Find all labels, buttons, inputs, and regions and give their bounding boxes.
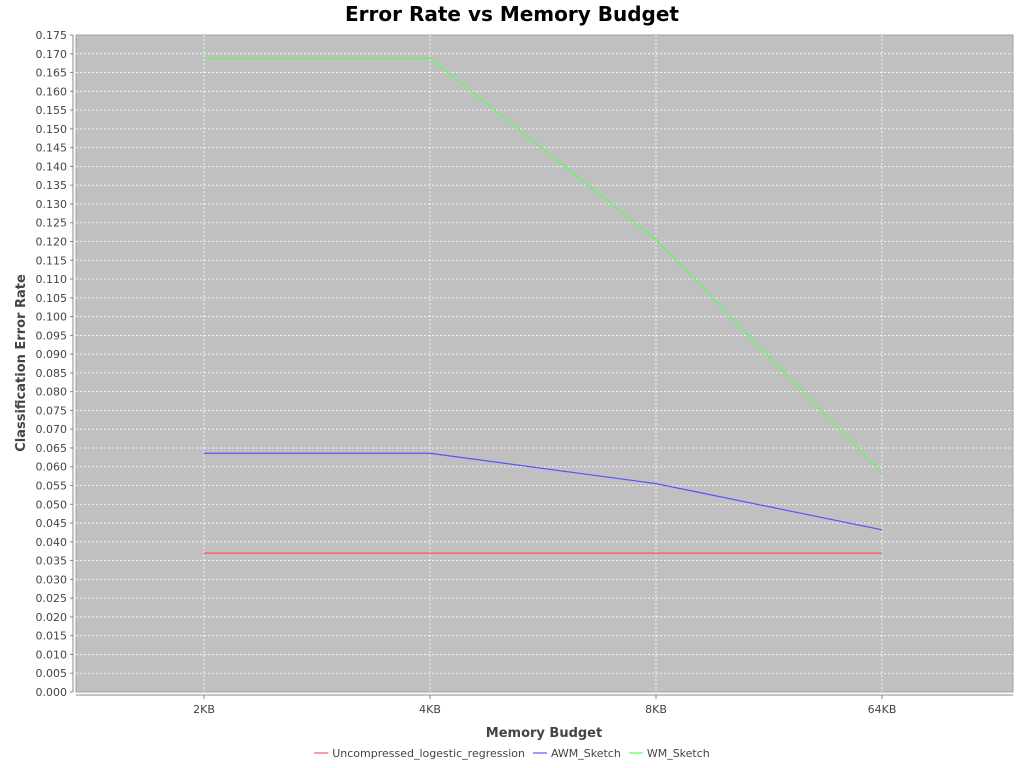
y-tick-label: 0.095 — [36, 329, 68, 342]
y-tick-label: 0.150 — [36, 123, 68, 136]
y-tick-label: 0.020 — [36, 611, 68, 624]
legend: Uncompressed_logestic_regression AWM_Sket… — [314, 747, 710, 760]
y-tick-label: 0.115 — [36, 254, 68, 267]
y-tick-label: 0.040 — [36, 536, 68, 549]
x-tick-label: 4KB — [419, 703, 441, 716]
y-axis: 0.000 0.005 0.010 0.015 0.020 0.025 0.030 0.035… — [36, 29, 74, 699]
y-tick-label: 0.105 — [36, 292, 68, 305]
y-tick-label: 0.135 — [36, 179, 68, 192]
y-tick-label: 0.070 — [36, 423, 68, 436]
y-tick-label: 0.015 — [36, 630, 68, 643]
y-tick-label: 0.060 — [36, 461, 68, 474]
y-tick-label: 0.075 — [36, 404, 68, 417]
chart-title: Error Rate vs Memory Budget — [345, 2, 679, 26]
y-tick-label: 0.120 — [36, 235, 68, 248]
y-tick-label: 0.030 — [36, 573, 68, 586]
y-tick-label: 0.005 — [36, 667, 68, 680]
legend-label: WM_Sketch — [647, 747, 710, 760]
y-tick-label: 0.050 — [36, 498, 68, 511]
y-tick-label: 0.035 — [36, 555, 68, 568]
x-tick-label: 2KB — [193, 703, 215, 716]
x-axis: 2KB 4KB 8KB 64KB — [76, 694, 1013, 716]
series-line-awm-sketch — [204, 452, 883, 531]
x-tick-label: 64KB — [868, 703, 897, 716]
gridlines — [76, 35, 1013, 692]
y-tick-label: 0.145 — [36, 142, 68, 155]
y-tick-label: 0.110 — [36, 273, 68, 286]
y-axis-label: Classification Error Rate — [14, 274, 29, 452]
legend-item: AWM_Sketch — [532, 747, 621, 760]
y-tick-label: 0.100 — [36, 311, 68, 324]
y-tick-label: 0.045 — [36, 517, 68, 530]
y-tick-label: 0.175 — [36, 29, 68, 42]
y-tick-label: 0.170 — [36, 48, 68, 61]
y-tick-label: 0.155 — [36, 104, 68, 117]
y-tick-label: 0.130 — [36, 198, 68, 211]
plot-area — [75, 34, 1014, 693]
y-tick-label: 0.065 — [36, 442, 68, 455]
y-tick-label: 0.000 — [36, 686, 68, 699]
y-tick-label: 0.085 — [36, 367, 68, 380]
legend-label: Uncompressed_logestic_regression — [332, 747, 525, 760]
y-tick-label: 0.125 — [36, 217, 68, 230]
y-tick-label: 0.080 — [36, 386, 68, 399]
y-tick-label: 0.025 — [36, 592, 68, 605]
y-tick-label: 0.055 — [36, 480, 68, 493]
x-tick-label: 8KB — [645, 703, 667, 716]
y-tick-label: 0.140 — [36, 160, 68, 173]
legend-item: WM_Sketch — [628, 747, 710, 760]
y-tick-label: 0.010 — [36, 648, 68, 661]
series-lines — [204, 57, 883, 554]
series-line-wm-sketch — [204, 57, 883, 474]
legend-label: AWM_Sketch — [551, 747, 621, 760]
legend-item: Uncompressed_logestic_regression — [314, 747, 525, 760]
y-tick-label: 0.165 — [36, 67, 68, 80]
y-tick-label: 0.090 — [36, 348, 68, 361]
x-axis-label: Memory Budget — [486, 726, 602, 741]
y-tick-label: 0.160 — [36, 85, 68, 98]
